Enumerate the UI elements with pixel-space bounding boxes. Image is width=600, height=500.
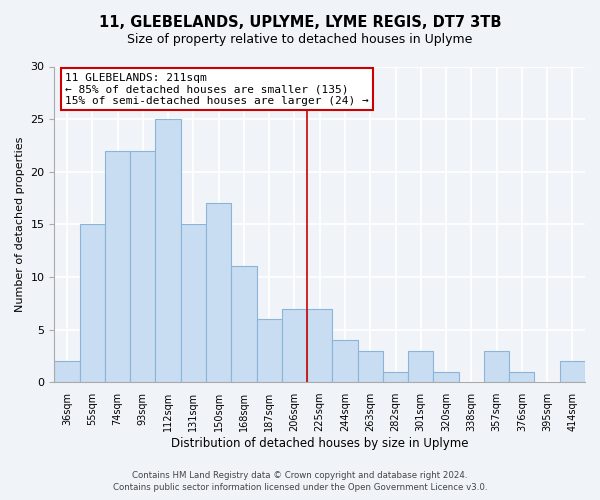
Y-axis label: Number of detached properties: Number of detached properties bbox=[15, 136, 25, 312]
Bar bbox=[130, 150, 155, 382]
Bar bbox=[55, 361, 80, 382]
Text: Size of property relative to detached houses in Uplyme: Size of property relative to detached ho… bbox=[127, 32, 473, 46]
Text: Contains HM Land Registry data © Crown copyright and database right 2024.
Contai: Contains HM Land Registry data © Crown c… bbox=[113, 471, 487, 492]
Bar bbox=[307, 308, 332, 382]
X-axis label: Distribution of detached houses by size in Uplyme: Distribution of detached houses by size … bbox=[171, 437, 469, 450]
Bar bbox=[231, 266, 257, 382]
Bar bbox=[105, 150, 130, 382]
Bar bbox=[80, 224, 105, 382]
Text: 11 GLEBELANDS: 211sqm
← 85% of detached houses are smaller (135)
15% of semi-det: 11 GLEBELANDS: 211sqm ← 85% of detached … bbox=[65, 73, 369, 106]
Bar bbox=[206, 204, 231, 382]
Bar bbox=[282, 308, 307, 382]
Bar bbox=[433, 372, 458, 382]
Bar bbox=[383, 372, 408, 382]
Text: 11, GLEBELANDS, UPLYME, LYME REGIS, DT7 3TB: 11, GLEBELANDS, UPLYME, LYME REGIS, DT7 … bbox=[99, 15, 501, 30]
Bar bbox=[484, 350, 509, 382]
Bar bbox=[155, 119, 181, 382]
Bar bbox=[408, 350, 433, 382]
Bar bbox=[181, 224, 206, 382]
Bar bbox=[332, 340, 358, 382]
Bar bbox=[257, 319, 282, 382]
Bar bbox=[509, 372, 535, 382]
Bar bbox=[560, 361, 585, 382]
Bar bbox=[358, 350, 383, 382]
